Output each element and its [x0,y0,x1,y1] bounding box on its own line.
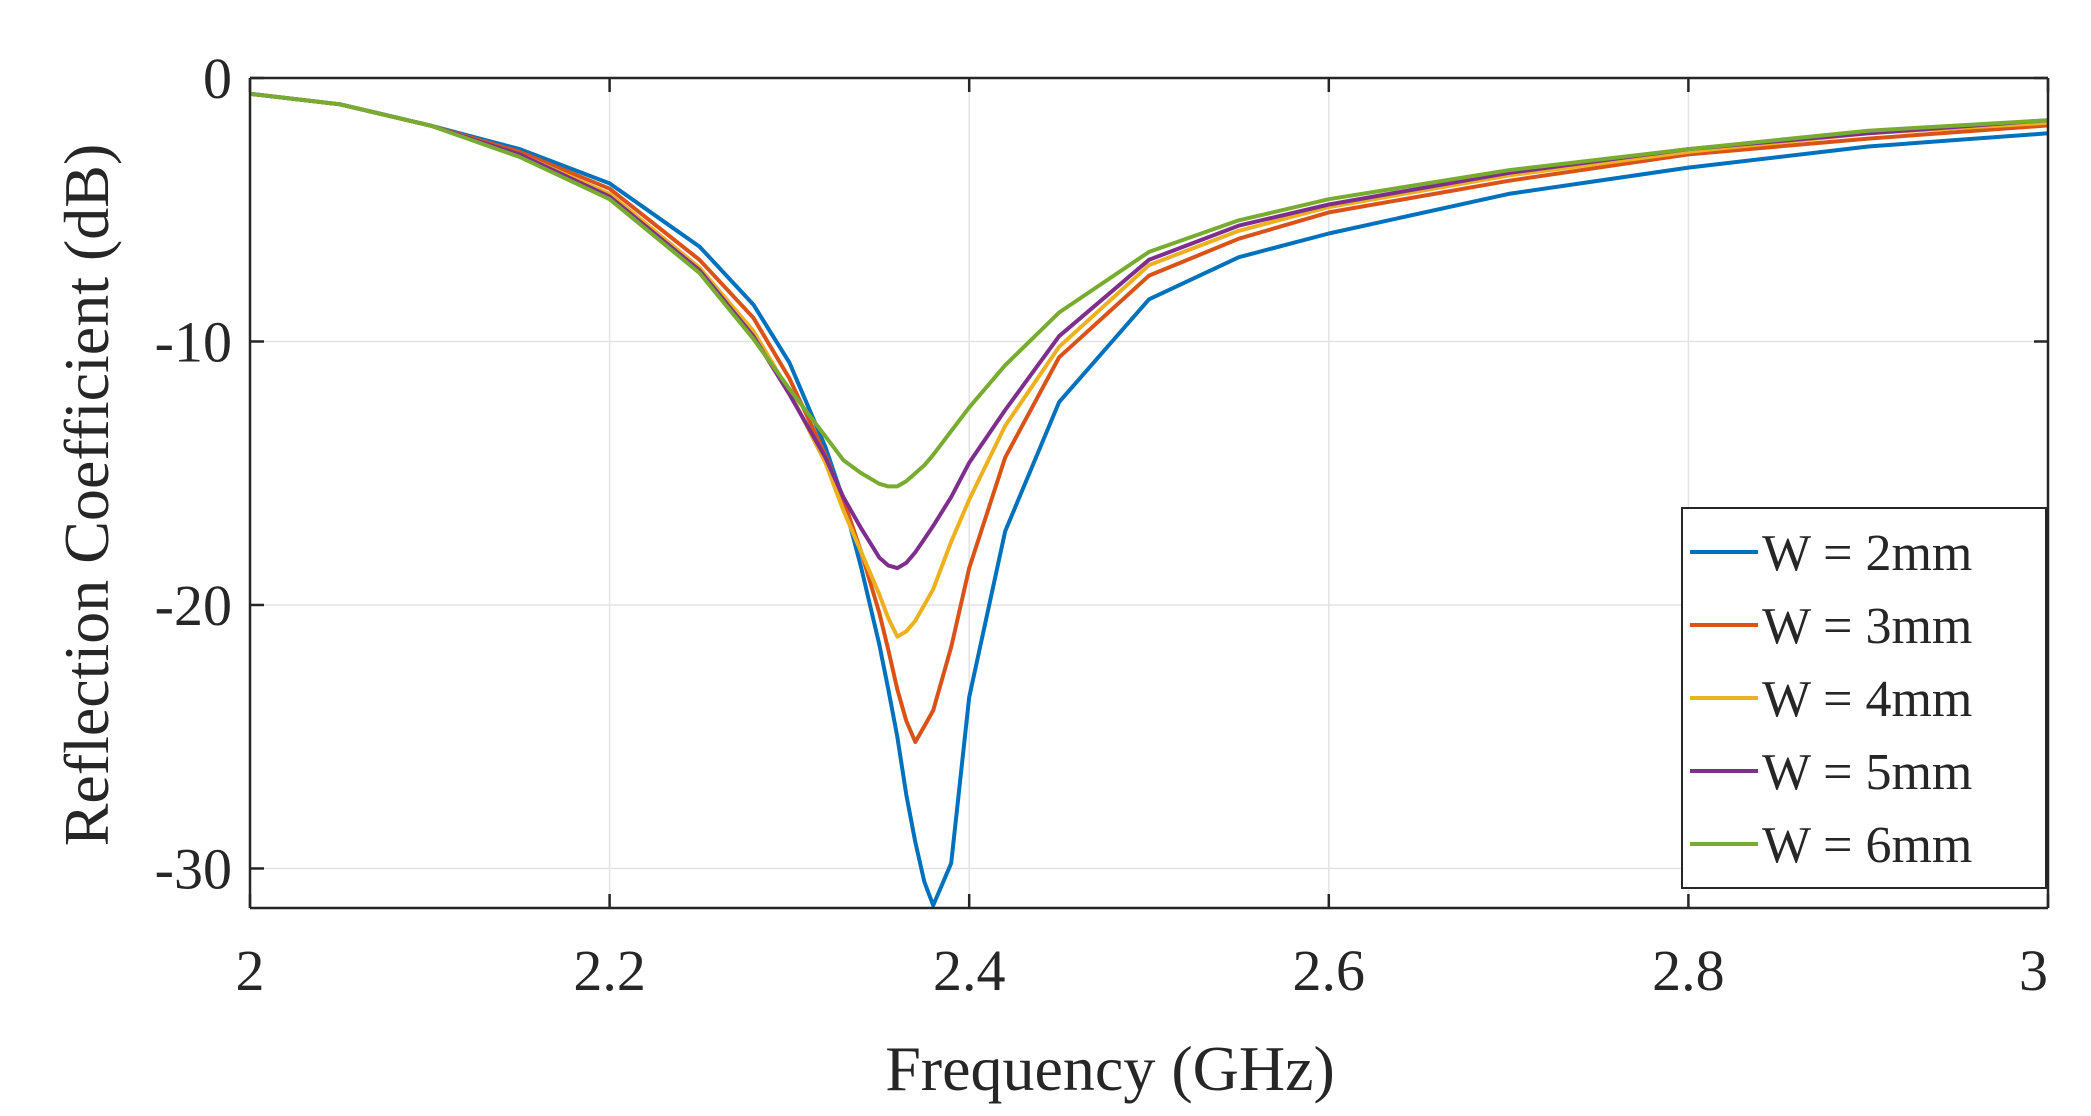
series-line-5 [249,91,2049,489]
legend-label-3: W = 4mm [1762,671,1972,728]
series-line-1 [249,91,2049,908]
x-tick-label-5: 3 [2019,938,2048,1003]
y-tick-label-3: -30 [155,836,232,901]
tick-labels: 2 2.2 2.4 2.6 2.8 3 0 -10 -20 -30 [155,46,2048,1003]
x-tick-label-3: 2.6 [1293,938,1366,1003]
legend-label-5: W = 6mm [1762,817,1972,874]
legend-label-4: W = 5mm [1762,744,1972,801]
legend-label-2: W = 3mm [1762,598,1972,655]
series-line-3 [249,91,2049,639]
y-tick-label-0: 0 [203,46,232,111]
legend-items: W = 2mm W = 3mm W = 4mm W = 5mm W = 6mm [1690,525,1972,874]
legend: W = 2mm W = 3mm W = 4mm W = 5mm W = 6mm [1681,507,2047,889]
x-tick-label-0: 2 [236,938,265,1003]
x-axis-label: Frequency (GHz) [885,1033,1335,1104]
x-tick-label-1: 2.2 [573,938,646,1003]
series-group [249,91,2049,908]
y-axis-label: Reflection Coefficient (dB) [51,144,122,847]
x-tick-label-2: 2.4 [933,938,1006,1003]
series-line-4 [249,91,2049,571]
y-tick-label-2: -20 [155,573,232,638]
series-line-2 [249,91,2049,744]
legend-label-1: W = 2mm [1762,525,1972,582]
y-tick-label-1: -10 [155,309,232,374]
x-tick-label-4: 2.8 [1652,938,1725,1003]
